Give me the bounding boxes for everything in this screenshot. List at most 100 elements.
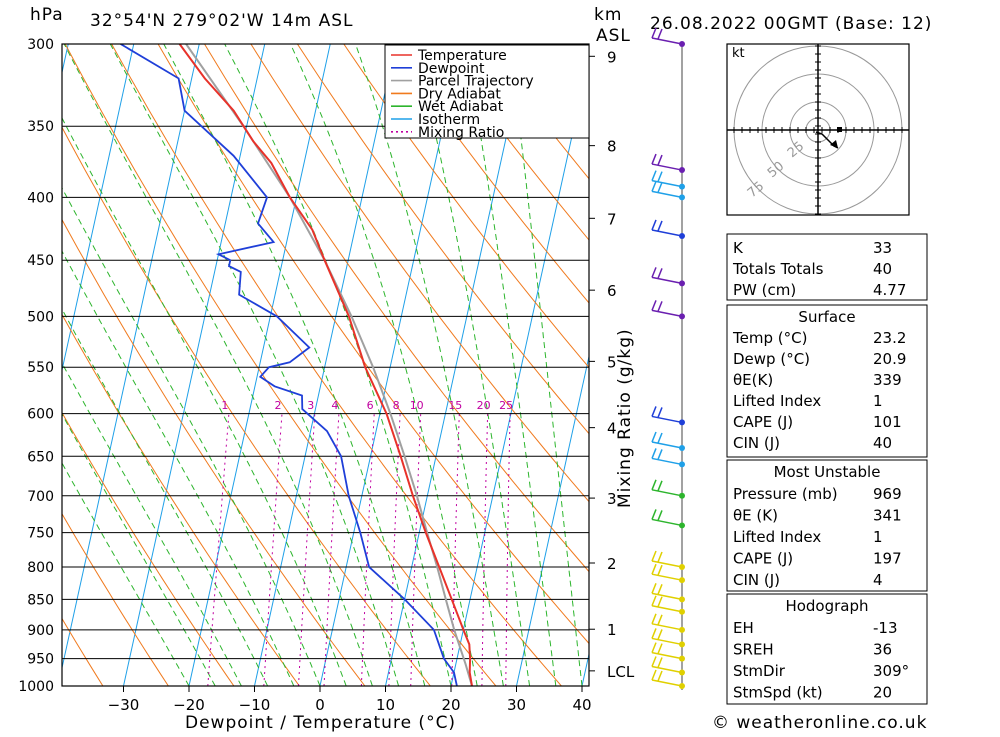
km-tick-label: 6: [607, 282, 617, 300]
x-tick-label: 10: [376, 696, 395, 714]
hodograph: kt 25 50 75: [727, 44, 909, 215]
km-unit-label: km: [594, 5, 622, 25]
x-tick-label: 30: [507, 696, 526, 714]
pressure-tick-label: 450: [27, 253, 54, 269]
mixing-ratio-label: 8: [393, 399, 400, 412]
isotherm-line: [0, 44, 3, 686]
wind-barb-staff: [652, 416, 682, 422]
stat-label: Temp (°C): [732, 329, 807, 347]
km-tick-label: 2: [607, 555, 617, 573]
wind-barb-staff: [652, 442, 682, 448]
wind-barb-staff: [652, 574, 682, 580]
x-tick-label: −20: [173, 696, 205, 714]
stat-value: -13: [873, 619, 898, 637]
wind-barb-staff: [652, 458, 682, 464]
pressure-tick-label: 300: [27, 37, 54, 53]
dry-adiabat-line: [0, 44, 365, 686]
wind-barb-flag: [658, 552, 662, 562]
x-tick-label: 0: [315, 696, 325, 714]
mixing-ratio-label: 3: [307, 399, 314, 412]
x-tick-label: −30: [108, 696, 140, 714]
stat-value: 339: [873, 371, 902, 389]
mixing-ratio-label: 10: [410, 399, 424, 412]
pressure-unit-label: hPa: [30, 5, 64, 25]
km-tick-label: 8: [607, 138, 617, 156]
wet-adiabat-line: [64, 44, 372, 686]
wind-barb-staff: [652, 38, 682, 44]
wet-adiabat-line: [24, 44, 346, 686]
wind-barb-staff: [652, 519, 682, 525]
stat-value: 1: [873, 392, 883, 410]
copyright: © weatheronline.co.uk: [712, 713, 927, 733]
mixing-ratio-line: [361, 414, 374, 686]
stat-label: CIN (J): [733, 434, 780, 452]
wind-barb-flag: [652, 267, 656, 277]
mixing-ratio-label: 1: [221, 399, 228, 412]
isotherm-line: [58, 44, 199, 686]
mixing-ratio-label: 4: [331, 399, 338, 412]
km-tick-label: LCL: [607, 663, 635, 681]
stat-label: Lifted Index: [733, 528, 821, 546]
pressure-tick-label: 500: [27, 309, 54, 325]
wind-barb-staff: [652, 164, 682, 170]
wind-barb-staff: [652, 561, 682, 567]
stat-label: EH: [733, 619, 754, 637]
stat-label: SREH: [733, 641, 774, 659]
wind-barb-flag: [652, 220, 656, 230]
stat-value: 969: [873, 485, 902, 503]
pressure-tick-label: 800: [27, 560, 54, 576]
wind-barb-flag: [658, 510, 662, 520]
wind-barb-flag: [658, 481, 662, 491]
isotherm-line: [582, 44, 723, 686]
stat-label: θE(K): [733, 371, 773, 389]
wind-barb-flag: [652, 670, 656, 680]
stat-label: Dewp (°C): [733, 350, 810, 368]
mixing-ratio-line: [299, 414, 315, 686]
pressure-tick-label: 600: [27, 407, 54, 423]
stat-label: StmDir: [733, 662, 786, 680]
stat-label: K: [733, 239, 744, 257]
wind-barb-staff: [652, 191, 682, 197]
pressure-tick-label: 550: [27, 360, 54, 376]
wind-barb-staff: [652, 277, 682, 283]
wind-barb-flag: [658, 615, 662, 625]
wind-barb-flag: [652, 300, 656, 310]
stat-value: 36: [873, 641, 892, 659]
wind-barb-flag: [652, 596, 656, 606]
stat-value: 309°: [873, 662, 909, 680]
dry-adiabat-line: [0, 44, 168, 686]
stat-label: Pressure (mb): [733, 485, 838, 503]
stat-label: PW (cm): [733, 281, 796, 299]
pressure-tick-label: 750: [27, 526, 54, 542]
wind-barb-flag: [652, 656, 656, 666]
stat-label: Lifted Index: [733, 392, 821, 410]
wind-barb-flag: [658, 407, 662, 417]
x-tick-label: −10: [239, 696, 271, 714]
wind-barb-flag: [658, 182, 662, 192]
wind-barb-flag: [658, 449, 662, 459]
wind-barb-staff: [652, 666, 682, 672]
km-tick-label: 9: [607, 48, 617, 66]
wind-barb-staff: [652, 230, 682, 236]
pressure-tick-label: 850: [27, 592, 54, 608]
wind-barb-flag: [652, 643, 656, 653]
pressure-tick-label: 350: [27, 119, 54, 135]
pressure-tick-label: 900: [27, 623, 54, 639]
wind-profile: [652, 28, 685, 690]
mixing-ratio-label: 6: [367, 399, 374, 412]
wind-barb-flag: [652, 583, 656, 593]
asl-label: ASL: [596, 26, 631, 46]
wind-barb-staff: [652, 606, 682, 612]
stat-value: 33: [873, 239, 892, 257]
pressure-tick-label: 650: [27, 449, 54, 465]
hodograph-storm-marker: [837, 127, 842, 132]
x-tick-label: 40: [572, 696, 591, 714]
stat-value: 20.9: [873, 350, 906, 368]
stat-value: 40: [873, 260, 892, 278]
stat-label: StmSpd (kt): [733, 684, 823, 702]
wind-barb-flag: [658, 268, 662, 278]
stat-value: 40: [873, 434, 892, 452]
stat-label: Totals Totals: [732, 260, 824, 278]
